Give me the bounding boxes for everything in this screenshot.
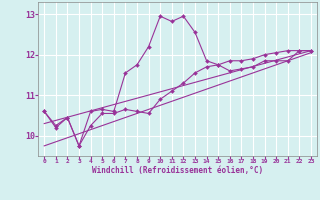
X-axis label: Windchill (Refroidissement éolien,°C): Windchill (Refroidissement éolien,°C)	[92, 166, 263, 175]
